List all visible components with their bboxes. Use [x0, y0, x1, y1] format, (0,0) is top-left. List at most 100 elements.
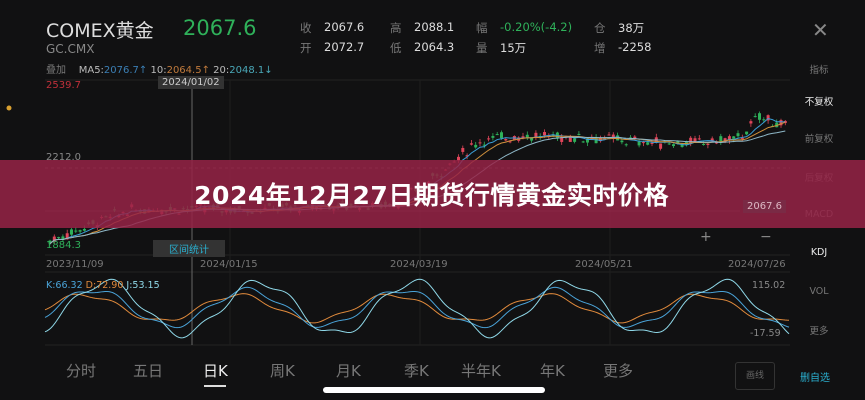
candle-body	[659, 143, 663, 149]
candle-body	[766, 115, 770, 121]
banner-title: 2024年12月27日期货行情黄金实时价格	[194, 181, 669, 210]
home-indicator[interactable]	[323, 387, 545, 393]
candle-body	[676, 141, 680, 144]
quote-label: 仓	[594, 21, 606, 35]
kdj-k-line	[44, 286, 790, 329]
overlay-label[interactable]: 叠加	[46, 65, 66, 76]
candle-body	[482, 144, 486, 146]
candle-body	[646, 142, 650, 145]
candle-body	[680, 143, 684, 147]
candle-body	[715, 142, 718, 144]
candle-body	[61, 236, 65, 240]
tab-更多[interactable]: 更多	[603, 362, 634, 380]
crosshair-date: 2024/01/02	[158, 76, 224, 89]
candle-body	[65, 233, 69, 240]
candle-body	[697, 138, 701, 140]
ma20-value: 2048.1↓	[229, 65, 273, 76]
candle-body	[586, 138, 589, 143]
quote-label: 量	[476, 41, 488, 55]
quote-label: 开	[300, 41, 312, 55]
candle-body	[633, 136, 637, 139]
candle-body	[457, 156, 460, 161]
candle-body	[689, 137, 693, 143]
candle-body	[465, 155, 469, 157]
instrument-code: GC.CMX	[46, 42, 95, 56]
candle-body	[758, 113, 761, 120]
candle-body	[745, 131, 749, 135]
candle-body	[684, 141, 688, 145]
candle-body	[581, 141, 585, 143]
quote-value: 15万	[500, 41, 527, 55]
kdj-d: D:72.90	[85, 280, 124, 291]
candle-body	[702, 144, 706, 146]
candle-body	[469, 143, 473, 145]
candle-body	[620, 140, 624, 143]
candle-body	[641, 142, 645, 144]
remove-favorite-button[interactable]: 删自选	[800, 373, 830, 384]
side-item-前复权[interactable]: 前复权	[804, 134, 834, 145]
instrument-name: COMEX黄金	[46, 20, 154, 42]
candle-body	[762, 119, 766, 121]
side-item-不复权[interactable]: 不复权	[804, 97, 834, 108]
ma5-value: 2076.7↑	[103, 65, 148, 76]
kdj-d-line	[44, 293, 790, 324]
quote-label: 高	[390, 21, 402, 35]
date-tick: 2024/07/26	[728, 259, 786, 270]
candle-body	[573, 138, 577, 142]
tab-半年K[interactable]: 半年K	[461, 362, 501, 380]
tab-季K[interactable]: 季K	[404, 362, 429, 380]
candle-body	[736, 133, 740, 137]
zoom-out-button[interactable]: −	[760, 229, 772, 245]
side-item-更多[interactable]: 更多	[809, 326, 829, 337]
candle-body	[547, 135, 551, 137]
draw-line-button[interactable]: 画线	[735, 362, 775, 390]
candle-body	[749, 121, 753, 124]
candle-body	[500, 132, 503, 139]
date-tick: 2024/01/15	[200, 259, 258, 270]
tab-年K[interactable]: 年K	[540, 362, 565, 380]
candle-body	[710, 138, 714, 142]
side-item-VOL[interactable]: VOL	[809, 286, 829, 297]
ma10-value: 2064.5↑	[166, 65, 210, 76]
tab-五日[interactable]: 五日	[133, 362, 164, 380]
ma20-label: 20:	[213, 65, 230, 76]
tab-周K[interactable]: 周K	[270, 362, 295, 380]
close-icon[interactable]: ✕	[812, 18, 829, 42]
candle-body	[568, 137, 572, 142]
quote-value: 2072.7	[324, 40, 365, 54]
indicator-label: 指标	[809, 65, 829, 76]
tab-分时[interactable]: 分时	[66, 362, 97, 380]
candle-body	[551, 134, 555, 136]
price-high-label: 2539.7	[46, 80, 81, 91]
candle-body	[82, 228, 86, 231]
candle-body	[607, 134, 611, 136]
candle-body	[727, 136, 731, 141]
candle-body	[637, 141, 641, 146]
kdj-j-line	[44, 278, 790, 339]
date-tick: 2024/03/19	[390, 259, 448, 270]
last-price: 2067.6	[183, 16, 257, 40]
side-item-KDJ[interactable]: KDJ	[810, 247, 828, 258]
quote-label: 幅	[476, 21, 488, 35]
candle-body	[474, 144, 478, 148]
candle-body	[487, 138, 491, 140]
zoom-in-button[interactable]: +	[700, 229, 712, 245]
candle-body	[508, 141, 512, 143]
candle-body	[57, 237, 61, 239]
candle-body	[70, 229, 73, 235]
candle-body	[530, 137, 534, 141]
range-stats-button[interactable]: 区间统计	[153, 240, 225, 257]
candle-body	[525, 134, 529, 139]
candle-body	[783, 120, 787, 124]
tab-月K[interactable]: 月K	[336, 362, 361, 380]
candle-body	[719, 136, 723, 142]
candle-body	[78, 230, 82, 232]
date-tick: 2024/05/21	[575, 259, 633, 270]
tab-日K[interactable]: 日K	[203, 362, 228, 380]
candle-body	[706, 144, 710, 146]
indicator-dot	[6, 105, 12, 111]
candle-body	[534, 132, 538, 137]
quote-label: 增	[594, 41, 606, 55]
candle-body	[740, 137, 744, 140]
quote-value: -2258	[618, 40, 652, 54]
